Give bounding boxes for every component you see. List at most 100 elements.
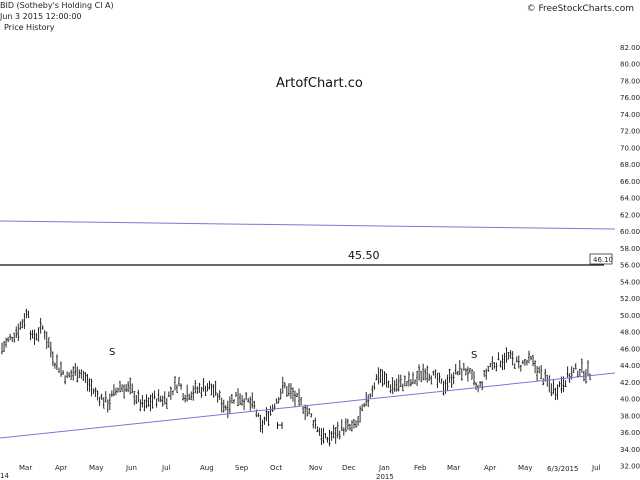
price-bar [513, 363, 516, 369]
watermark-text: ArtofChart.co [276, 76, 363, 91]
price-bar [226, 400, 229, 419]
price-bar [119, 380, 122, 393]
price-bar [363, 402, 366, 408]
price-bar [192, 385, 195, 401]
price-bar [525, 359, 528, 366]
x-tick-label: Apr [484, 464, 496, 472]
price-bar [385, 373, 388, 388]
y-tick-label: 76.00 [620, 94, 640, 102]
price-bar [350, 420, 353, 432]
x-tick-label: 14 [0, 472, 9, 480]
y-tick-label: 80.00 [620, 61, 640, 69]
price-bar [477, 384, 480, 393]
price-bar [3, 341, 6, 352]
y-tick-label: 64.00 [620, 195, 640, 203]
price-bar [509, 350, 512, 359]
last-price-box: 46.10 [589, 253, 613, 265]
price-bar [76, 366, 79, 383]
price-bar [407, 371, 410, 387]
price-bar [308, 408, 311, 415]
price-bar [296, 392, 299, 398]
price-bar [222, 399, 225, 413]
price-bar [544, 368, 547, 382]
price-bar [403, 375, 406, 387]
price-bar [208, 380, 211, 390]
price-bar [96, 390, 99, 401]
price-bar [230, 393, 233, 404]
price-bar [114, 387, 117, 396]
price-bar [90, 378, 93, 397]
price-bar [145, 394, 148, 409]
price-bar [218, 390, 221, 400]
price-bar [462, 363, 465, 371]
price-bar [348, 423, 351, 431]
price-bar [51, 351, 54, 367]
price-bar [267, 411, 270, 426]
price-bar [342, 427, 345, 436]
price-bar [414, 379, 417, 385]
price-bar [175, 384, 178, 393]
price-bar [340, 419, 343, 432]
price-bar [184, 394, 187, 403]
price-bar [98, 396, 101, 407]
price-bar [554, 387, 557, 401]
price-bar [375, 374, 378, 381]
y-tick-label: 52.00 [620, 295, 640, 303]
x-tick-label: May [89, 464, 103, 472]
price-bar [180, 383, 183, 390]
y-tick-label: 36.00 [620, 429, 640, 437]
price-bar [269, 405, 272, 416]
price-bar [13, 332, 16, 343]
price-bar [460, 368, 463, 381]
price-bar [440, 378, 443, 384]
price-bar [7, 336, 10, 343]
y-tick-label: 48.00 [620, 329, 640, 337]
price-bar [57, 367, 60, 373]
price-bar [511, 351, 514, 366]
price-bar [332, 424, 335, 439]
price-bar [452, 372, 455, 385]
price-bar [161, 395, 164, 407]
price-bar [475, 382, 478, 391]
price-bar [15, 326, 18, 339]
price-bar [1, 342, 3, 355]
price-bar [289, 383, 292, 399]
price-bar [202, 378, 205, 392]
price-bar [320, 428, 323, 446]
price-bar [104, 391, 107, 403]
y-tick-label: 58.00 [620, 245, 640, 253]
price-bar [310, 413, 313, 418]
price-bar [324, 433, 327, 439]
price-bar [147, 397, 150, 407]
price-bar [245, 392, 248, 401]
price-bar [74, 362, 77, 376]
price-bar [456, 371, 459, 376]
price-bar [102, 397, 105, 409]
price-bar [35, 333, 38, 341]
price-bar [497, 352, 500, 361]
price-bar [279, 388, 282, 400]
price-bar [540, 365, 543, 380]
price-bar [243, 398, 246, 410]
price-bar [82, 371, 85, 381]
price-bar [271, 404, 274, 412]
price-bar [190, 391, 193, 401]
price-bar [466, 366, 469, 382]
x-tick-label: Mar [19, 464, 32, 472]
price-bar [560, 376, 563, 394]
price-bar [285, 386, 288, 397]
right-shoulder-label: S [471, 350, 477, 361]
price-bar [391, 377, 394, 394]
price-bar [389, 384, 392, 394]
x-tick-label: Nov [309, 464, 323, 472]
price-bar [507, 352, 510, 360]
price-bar [131, 383, 134, 394]
price-bar [23, 312, 26, 330]
price-bar [53, 362, 56, 369]
price-bar [19, 321, 22, 330]
price-bar [64, 375, 67, 385]
price-bars [1, 308, 591, 447]
price-bar [487, 365, 490, 372]
price-bar [473, 371, 476, 386]
